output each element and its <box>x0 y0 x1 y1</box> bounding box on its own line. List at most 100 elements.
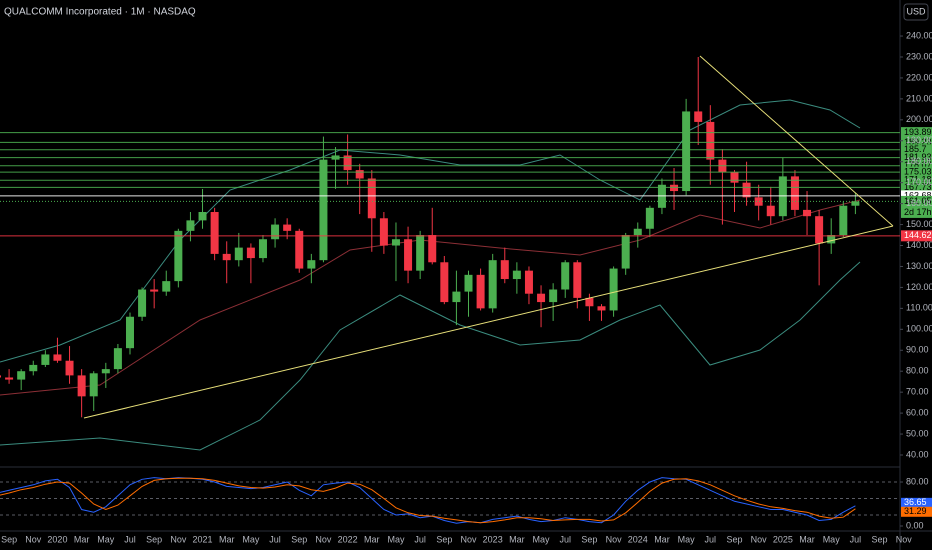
candle-body <box>476 274 485 309</box>
candle-body <box>754 197 763 206</box>
x-tick-label: Sep <box>581 534 597 544</box>
level-label-bg <box>901 181 932 193</box>
candles <box>0 56 860 418</box>
x-tick-label: Jul <box>850 534 862 544</box>
trend-line <box>699 55 894 227</box>
level-label: 185.7 <box>904 144 927 154</box>
candle-body <box>319 159 328 261</box>
x-tick-label: Mar <box>364 534 380 544</box>
x-tick-label: Nov <box>25 534 42 544</box>
x-tick-label: Nov <box>606 534 623 544</box>
y-tick-label: 210.00 <box>906 93 932 103</box>
candle-body <box>851 201 860 206</box>
candle-body <box>694 111 703 122</box>
osc-tick-label: 80.00 <box>906 476 929 486</box>
candle-body <box>65 360 74 376</box>
level-label: 178.07 <box>904 160 932 170</box>
x-tick-label: Sep <box>726 534 742 544</box>
level-label-bg <box>901 166 932 178</box>
x-tick-label: May <box>678 534 696 544</box>
x-tick-label: Mar <box>219 534 235 544</box>
candle-body <box>524 270 533 294</box>
candle-body <box>379 218 388 246</box>
x-tick-label: 2025 <box>773 534 793 544</box>
osc-line <box>0 477 856 524</box>
candle-body <box>307 260 316 269</box>
currency-button[interactable] <box>903 3 929 21</box>
y-tick-label: 180.00 <box>906 156 932 166</box>
level-label: 193.89 <box>904 127 932 137</box>
osc-value-label: 36.65 <box>904 497 927 507</box>
candle-body <box>500 260 509 280</box>
candle-body <box>246 247 255 259</box>
indicator-layer <box>0 99 861 451</box>
osc-line <box>0 477 856 524</box>
x-tick-label: Sep <box>146 534 162 544</box>
candle-body <box>0 375 1 378</box>
countdown: 2d 17h <box>904 207 932 217</box>
x-tick-label: Jul <box>124 534 136 544</box>
bollinger-lower <box>0 261 861 451</box>
bollinger-basis <box>0 199 861 396</box>
candle-body <box>125 316 134 349</box>
candle-body <box>537 293 546 303</box>
candle-body <box>283 224 292 231</box>
candle-body <box>706 121 715 160</box>
x-tick-label: Mar <box>654 534 670 544</box>
y-tick-label: 120.00 <box>906 282 932 292</box>
candle-body <box>343 155 352 171</box>
x-tick-label: 2023 <box>483 534 503 544</box>
x-tick-label: Sep <box>1 534 17 544</box>
candle-body <box>271 224 280 240</box>
x-tick-label: Mar <box>509 534 525 544</box>
level-label-bg <box>901 152 932 164</box>
candle-body <box>258 239 267 259</box>
level-label-bg <box>901 160 932 172</box>
x-tick-label: Jul <box>269 534 281 544</box>
levels: 193.89189.23185.7181.93178.07175.03171.1… <box>0 127 932 242</box>
candle-body <box>355 170 364 179</box>
candle-body <box>113 348 122 370</box>
last-price-label: 161.05 <box>904 196 932 206</box>
candle-body <box>101 369 110 374</box>
candle-body <box>174 230 183 282</box>
x-tick-label: Jul <box>414 534 426 544</box>
candle-body <box>766 205 775 217</box>
level-label-bg <box>901 230 932 242</box>
y-tick-label: 60.00 <box>906 407 929 417</box>
y-tick-label: 170.00 <box>906 177 932 187</box>
x-tick-label: Sep <box>872 534 888 544</box>
x-tick-label: 2022 <box>338 534 358 544</box>
candle-body <box>367 178 376 219</box>
candle-body <box>41 354 50 365</box>
candle-body <box>198 211 207 221</box>
y-tick-label: 230.00 <box>906 51 932 61</box>
x-tick-label: Nov <box>896 534 913 544</box>
candle-body <box>839 205 848 236</box>
candle-body <box>162 281 171 292</box>
candle-body <box>452 291 461 303</box>
y-tick-label: 100.00 <box>906 324 932 334</box>
candle-body <box>186 220 195 231</box>
candle-body <box>621 235 630 269</box>
candle-body <box>89 373 98 397</box>
candle-body <box>77 375 86 397</box>
y-tick-label: 150.00 <box>906 219 932 229</box>
currency[interactable]: USD <box>906 6 926 16</box>
x-tick-label: 2021 <box>193 534 213 544</box>
candle-body <box>803 209 812 217</box>
osc-value-label: 31.29 <box>904 506 927 516</box>
level-label: 144.62 <box>904 230 932 240</box>
x-tick-label: Nov <box>170 534 187 544</box>
y-tick-label: 70.00 <box>906 387 929 397</box>
candle-body <box>391 239 400 246</box>
candle-body <box>138 289 147 317</box>
osc-value-bg <box>901 506 932 517</box>
y-tick-label: 90.00 <box>906 345 929 355</box>
x-tick-label: Sep <box>291 534 307 544</box>
level-label-bg <box>901 136 932 148</box>
y-tick-label: 160.00 <box>906 198 932 208</box>
level-label: 181.93 <box>904 152 932 162</box>
